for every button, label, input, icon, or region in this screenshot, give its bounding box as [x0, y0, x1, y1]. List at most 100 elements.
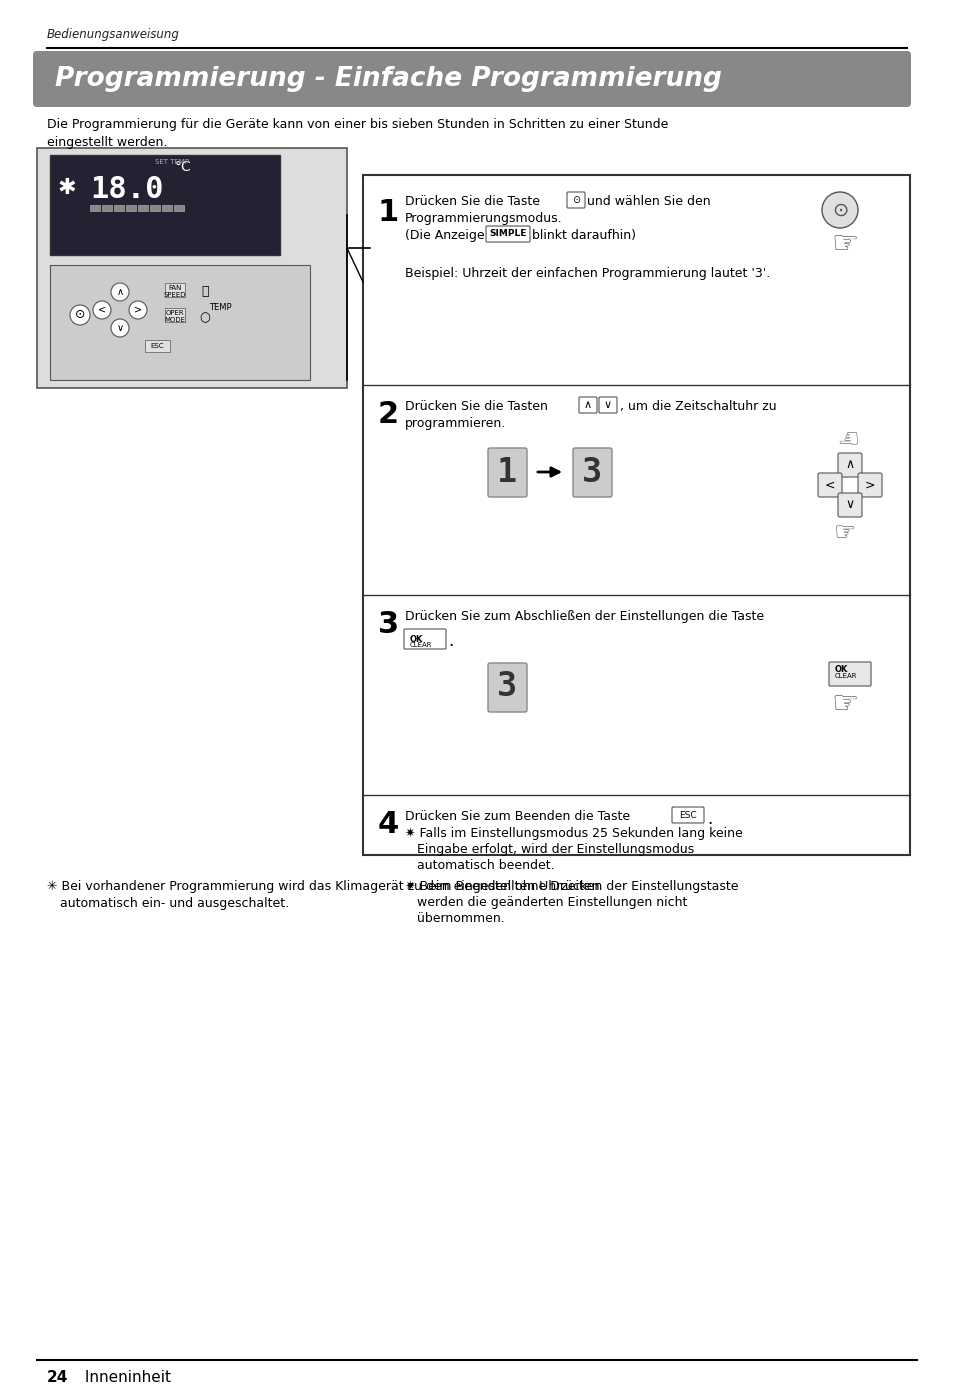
- Text: ∨: ∨: [603, 400, 612, 410]
- Text: °C: °C: [174, 160, 192, 174]
- FancyBboxPatch shape: [671, 806, 703, 823]
- Text: >: >: [133, 305, 142, 315]
- Text: 24: 24: [47, 1371, 69, 1385]
- Text: ESC: ESC: [150, 343, 164, 349]
- Text: .: .: [706, 811, 712, 827]
- Text: CLEAR: CLEAR: [834, 673, 857, 679]
- Text: Drücken Sie zum Abschließen der Einstellungen die Taste: Drücken Sie zum Abschließen der Einstell…: [405, 610, 763, 623]
- FancyBboxPatch shape: [566, 192, 584, 209]
- Text: werden die geänderten Einstellungen nicht: werden die geänderten Einstellungen nich…: [405, 896, 687, 909]
- Text: 2: 2: [377, 400, 398, 428]
- Bar: [50, 265, 310, 379]
- Text: ⊙: ⊙: [74, 308, 85, 322]
- Text: ✳ Bei vorhandener Programmierung wird das Klimagerät zu den eingestellten Uhrzei: ✳ Bei vorhandener Programmierung wird da…: [47, 881, 598, 893]
- FancyBboxPatch shape: [837, 493, 862, 517]
- Text: Drücken Sie die Taste: Drücken Sie die Taste: [405, 195, 539, 209]
- Text: SIMPLE: SIMPLE: [489, 230, 526, 238]
- FancyBboxPatch shape: [573, 448, 612, 497]
- Text: ☞: ☞: [830, 690, 858, 720]
- Text: Inneninheit: Inneninheit: [80, 1371, 171, 1385]
- Text: ∨: ∨: [844, 498, 854, 511]
- Text: SET TEMP: SET TEMP: [154, 160, 189, 165]
- Bar: [37, 148, 347, 388]
- Text: ∧: ∧: [116, 287, 124, 297]
- Text: OK: OK: [410, 636, 423, 644]
- Circle shape: [111, 319, 129, 337]
- Bar: [165, 308, 185, 322]
- FancyBboxPatch shape: [857, 473, 882, 497]
- FancyBboxPatch shape: [485, 225, 530, 242]
- Bar: [90, 204, 100, 211]
- Text: OPER
MODE: OPER MODE: [164, 309, 185, 323]
- Text: 18.0: 18.0: [90, 175, 163, 204]
- FancyBboxPatch shape: [817, 473, 841, 497]
- Text: Programmierungsmodus.: Programmierungsmodus.: [405, 211, 562, 225]
- FancyBboxPatch shape: [598, 398, 617, 413]
- Text: <: <: [824, 479, 835, 491]
- Text: ○: ○: [199, 312, 211, 325]
- Text: Drücken Sie die Tasten: Drücken Sie die Tasten: [405, 400, 547, 413]
- Bar: [162, 204, 172, 211]
- Text: ∧: ∧: [844, 459, 854, 472]
- FancyBboxPatch shape: [837, 454, 862, 477]
- Text: Eingabe erfolgt, wird der Einstellungsmodus: Eingabe erfolgt, wird der Einstellungsmo…: [405, 843, 694, 855]
- Text: Drücken Sie zum Beenden die Taste: Drücken Sie zum Beenden die Taste: [405, 811, 630, 823]
- Bar: [102, 204, 112, 211]
- Bar: [138, 204, 148, 211]
- Text: ☞: ☞: [833, 521, 855, 545]
- Text: ∧: ∧: [583, 400, 592, 410]
- Text: ∨: ∨: [116, 323, 124, 333]
- FancyBboxPatch shape: [33, 50, 910, 106]
- Text: automatisch beendet.: automatisch beendet.: [405, 860, 554, 872]
- Text: 1: 1: [377, 197, 399, 227]
- Text: programmieren.: programmieren.: [405, 417, 506, 430]
- Text: >: >: [863, 479, 874, 491]
- Text: ✷ Beim Beenden ohne Drücken der Einstellungstaste: ✷ Beim Beenden ohne Drücken der Einstell…: [405, 881, 738, 893]
- Bar: [165, 283, 185, 297]
- Bar: [150, 204, 160, 211]
- Text: übernommen.: übernommen.: [405, 911, 504, 925]
- FancyBboxPatch shape: [828, 662, 870, 686]
- Bar: [113, 204, 124, 211]
- Text: ⊙: ⊙: [572, 195, 579, 204]
- Text: Programmierung - Einfache Programmierung: Programmierung - Einfache Programmierung: [55, 66, 721, 92]
- Text: FAN
SPEED: FAN SPEED: [164, 286, 186, 298]
- Text: 3: 3: [377, 610, 398, 638]
- Text: Beispiel: Uhrzeit der einfachen Programmierung lautet '3'.: Beispiel: Uhrzeit der einfachen Programm…: [405, 267, 769, 280]
- Text: <: <: [98, 305, 106, 315]
- Text: 3: 3: [581, 455, 601, 489]
- FancyBboxPatch shape: [488, 448, 526, 497]
- Text: ✷ Falls im Einstellungsmodus 25 Sekunden lang keine: ✷ Falls im Einstellungsmodus 25 Sekunden…: [405, 827, 742, 840]
- Text: und wählen Sie den: und wählen Sie den: [586, 195, 710, 209]
- Text: ⊙: ⊙: [831, 200, 847, 220]
- Text: Die Programmierung für die Geräte kann von einer bis sieben Stunden in Schritten: Die Programmierung für die Geräte kann v…: [47, 118, 668, 148]
- Circle shape: [821, 192, 857, 228]
- FancyBboxPatch shape: [403, 629, 446, 650]
- Text: 3: 3: [497, 671, 517, 703]
- Text: automatisch ein- und ausgeschaltet.: automatisch ein- und ausgeschaltet.: [60, 897, 289, 910]
- Text: .: .: [448, 631, 453, 650]
- Circle shape: [70, 305, 90, 325]
- Text: ☞: ☞: [830, 230, 858, 259]
- Text: 4: 4: [377, 811, 399, 839]
- Text: ✱: ✱: [58, 178, 76, 197]
- Circle shape: [129, 301, 147, 319]
- Text: CLEAR: CLEAR: [410, 643, 432, 648]
- Text: OK: OK: [834, 665, 847, 673]
- Text: , um die Zeitschaltuhr zu: , um die Zeitschaltuhr zu: [619, 400, 776, 413]
- Circle shape: [111, 283, 129, 301]
- Text: TEMP: TEMP: [209, 302, 231, 312]
- Text: ESC: ESC: [679, 811, 696, 819]
- Text: ⓘ: ⓘ: [201, 286, 209, 298]
- Text: 1: 1: [497, 455, 517, 489]
- Bar: [126, 204, 136, 211]
- FancyBboxPatch shape: [578, 398, 597, 413]
- Bar: [363, 175, 909, 855]
- Bar: [173, 204, 184, 211]
- Text: ☞: ☞: [833, 423, 855, 447]
- FancyBboxPatch shape: [488, 664, 526, 713]
- Bar: [145, 340, 170, 351]
- Text: (Die Anzeige: (Die Anzeige: [405, 230, 484, 242]
- Bar: [50, 155, 280, 255]
- Text: blinkt daraufhin): blinkt daraufhin): [532, 230, 636, 242]
